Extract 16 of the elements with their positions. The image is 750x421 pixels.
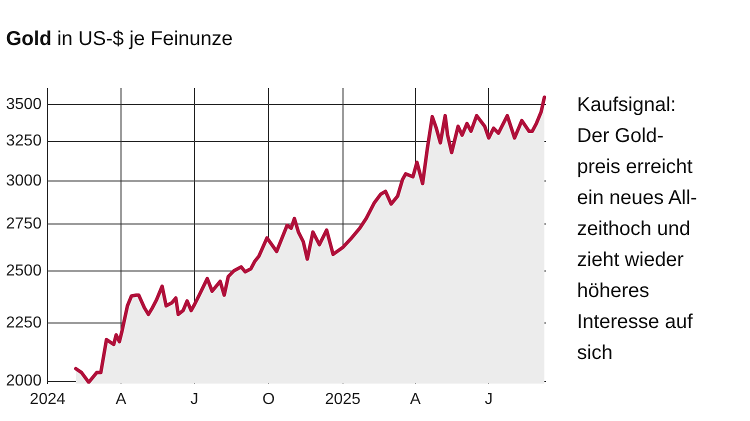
y-tick-label: 2000 (6, 372, 42, 390)
text: Kaufsignal: Der Gold- preis erreicht ein neues All- zeithoch und zieht wieder höheres Interesse auf sich (577, 94, 698, 364)
y-tick-label: 2250 (6, 314, 42, 332)
y-tick-label: 2750 (6, 215, 42, 232)
y-tick-label: 3250 (6, 132, 42, 150)
x-tick-label: 2025 (324, 390, 361, 408)
chart-title: Gold in US-$ je Feinunze (6, 28, 233, 51)
x-tick-label: J (190, 390, 198, 408)
x-tick-label: J (484, 390, 493, 408)
y-tick-label: 2500 (6, 262, 42, 280)
y-tick-label: 3500 (6, 96, 42, 114)
x-tick-label: 2024 (30, 390, 66, 408)
x-tick-label: O (262, 390, 275, 408)
x-tick-label: A (116, 390, 127, 408)
y-tick-label: 3000 (6, 172, 42, 190)
x-tick-label: A (410, 390, 422, 408)
